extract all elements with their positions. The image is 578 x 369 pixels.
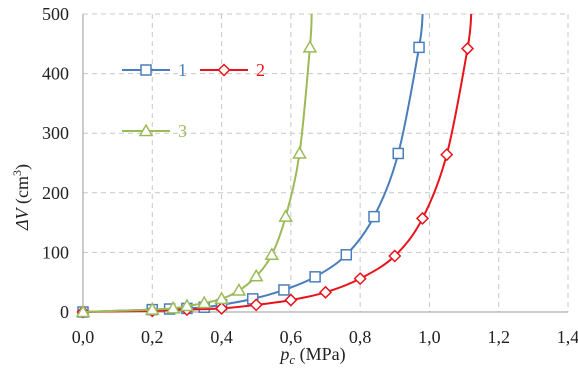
legend-marker-1 — [140, 64, 152, 76]
series-3 — [75, 13, 318, 318]
data-point-3 — [165, 300, 181, 314]
y-axis-title-sup: 3 — [10, 170, 24, 176]
data-point-1 — [340, 249, 353, 261]
axes — [82, 14, 568, 313]
data-point-2 — [415, 211, 430, 225]
legend-label-1: 1 — [178, 60, 187, 80]
data-point-3 — [231, 283, 247, 296]
legend-marker-3 — [138, 123, 154, 137]
x-tick-label: 1,4 — [557, 327, 578, 347]
data-point-2 — [249, 298, 263, 312]
y-tick-label: 100 — [42, 242, 69, 262]
x-axis-title-unit: (MPa) — [295, 344, 346, 365]
data-point-3 — [179, 298, 195, 312]
data-point-3 — [75, 304, 91, 318]
y-axis-title-unit: (cm — [12, 176, 33, 208]
legend: 1 2 3 — [122, 60, 265, 141]
y-axis-title: ΔV (cm3) — [10, 164, 33, 231]
series-line-2 — [82, 13, 473, 313]
y-axis-title-close: ) — [12, 164, 33, 170]
data-point-2 — [388, 249, 402, 263]
data-point-1 — [392, 147, 404, 160]
x-tick-label: 0,6 — [280, 327, 303, 347]
data-point-1 — [309, 271, 321, 283]
tick-labels: 0,0 0,2 0,4 0,6 0,8 1,0 1,2 1,4 0 100 200 300 400 500 — [42, 4, 578, 347]
legend-item-1: 1 — [122, 60, 187, 80]
data-point-2 — [284, 293, 298, 307]
data-point-3 — [302, 39, 318, 53]
data-point-2 — [215, 301, 229, 315]
legend-marker-2 — [217, 63, 231, 77]
data-point-3 — [144, 302, 160, 315]
x-axis-title: pc (MPa) — [278, 344, 345, 367]
data-point-3 — [264, 247, 280, 261]
data-point-3 — [214, 291, 229, 305]
y-tick-label: 0 — [60, 302, 69, 322]
y-tick-label: 500 — [42, 4, 69, 24]
data-point-3 — [278, 209, 293, 222]
x-tick-label: 1,2 — [487, 327, 510, 347]
data-point-1 — [278, 284, 290, 296]
data-point-2 — [440, 148, 454, 162]
legend-item-3: 3 — [122, 121, 187, 141]
legend-label-3: 3 — [178, 121, 187, 141]
x-tick-label: 1,0 — [418, 327, 441, 347]
legend-label-2: 2 — [256, 60, 265, 80]
x-tick-label: 0,0 — [72, 327, 95, 347]
data-point-1 — [413, 41, 425, 54]
data-point-2 — [318, 285, 333, 299]
x-axis-title-symbol: p — [278, 344, 289, 364]
grid-lines — [83, 13, 569, 312]
series-line-3 — [82, 13, 313, 313]
data-point-2 — [460, 42, 475, 56]
series-2 — [76, 13, 475, 319]
x-tick-label: 0,8 — [349, 327, 372, 347]
x-tick-label: 0,4 — [210, 327, 233, 347]
x-axis-title-sub: c — [289, 352, 295, 367]
y-tick-label: 400 — [42, 64, 69, 84]
x-tick-label: 0,2 — [141, 327, 164, 347]
series-layer — [75, 13, 475, 319]
data-point-2 — [353, 272, 367, 286]
data-point-1 — [368, 210, 380, 223]
data-point-3 — [292, 145, 307, 159]
y-axis-title-symbol: ΔV — [12, 206, 32, 231]
data-point-3 — [196, 295, 212, 309]
data-point-3 — [248, 268, 264, 282]
series-line-1 — [82, 13, 424, 313]
y-tick-label: 300 — [42, 123, 69, 143]
y-tick-label: 200 — [42, 183, 69, 203]
legend-item-2: 2 — [200, 60, 265, 80]
